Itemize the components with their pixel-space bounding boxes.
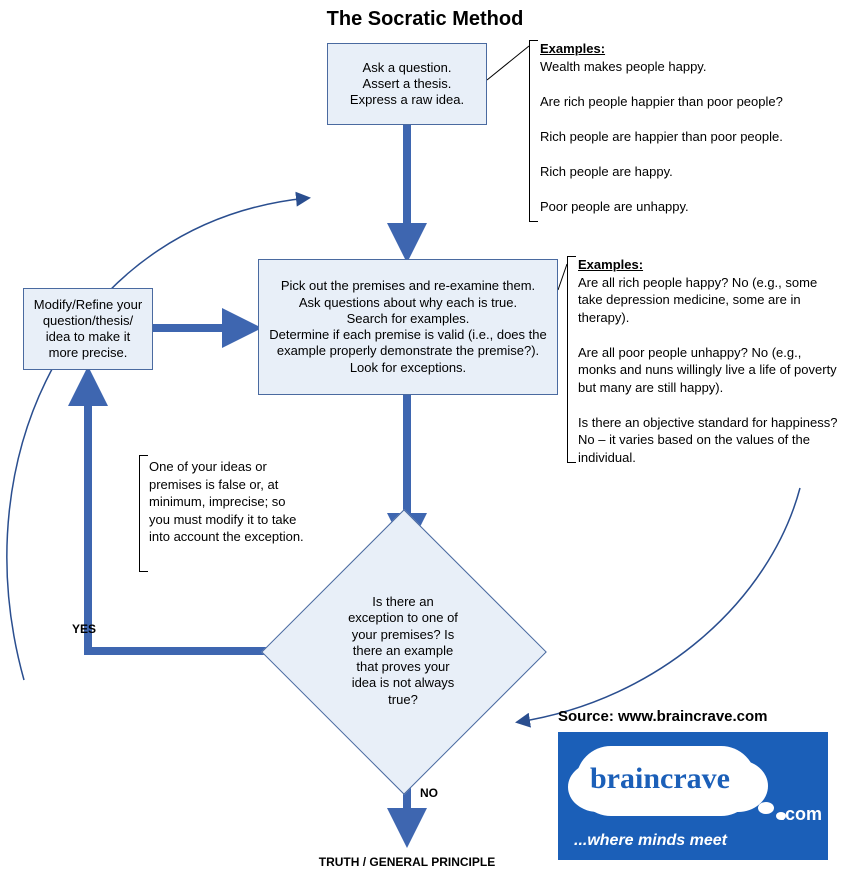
bracket-a1 (529, 40, 538, 222)
annotation-examples-1: Examples: Wealth makes people happy. Are… (540, 40, 830, 215)
node-examine-premises: Pick out the premises and re-examine the… (258, 259, 558, 395)
annotation-line: Is there an objective standard for happi… (578, 415, 837, 465)
node-decision-exception: Is there an exception to one of your pre… (303, 551, 503, 751)
annotation-line: One of your ideas or premises is false o… (149, 459, 304, 544)
annotation-heading: Examples: (578, 257, 643, 272)
truth-label: TRUTH / GENERAL PRINCIPLE (300, 855, 514, 869)
node-text: Pick out the premises and re-examine the… (265, 278, 551, 376)
annotation-line: Poor people are unhappy. (540, 199, 689, 214)
annotation-heading: Examples: (540, 41, 605, 56)
bracket-a2 (567, 256, 576, 463)
annotation-examples-2: Examples: Are all rich people happy? No … (578, 256, 840, 467)
logo-dotcom: .com (780, 804, 822, 825)
annotation-line: Are all poor people unhappy? No (e.g., m… (578, 345, 837, 395)
annotation-line: Rich people are happy. (540, 164, 673, 179)
braincrave-logo: braincrave .com ...where minds meet (558, 732, 828, 860)
node-modify-refine: Modify/Refine your question/thesis/ idea… (23, 288, 153, 370)
node-text: Modify/Refine your question/thesis/ idea… (30, 297, 146, 362)
annotation-line: Wealth makes people happy. (540, 59, 706, 74)
annotation-modify-note: One of your ideas or premises is false o… (149, 458, 309, 546)
node-ask-question: Ask a question.Assert a thesis.Express a… (327, 43, 487, 125)
bracket-a3 (139, 455, 148, 572)
logo-tagline: ...where minds meet (574, 832, 727, 850)
node-text: Ask a question.Assert a thesis.Express a… (350, 60, 464, 109)
edge-label-yes: YES (72, 622, 96, 636)
node-text: Is there an exception to one of your pre… (343, 594, 463, 708)
logo-brand-text: braincrave (590, 762, 730, 796)
annotation-line: Are rich people happier than poor people… (540, 94, 783, 109)
source-label: Source: www.braincrave.com (558, 708, 768, 725)
annotation-line: Are all rich people happy? No (e.g., som… (578, 275, 817, 325)
annotation-line: Rich people are happier than poor people… (540, 129, 783, 144)
edge-label-no: NO (420, 786, 438, 800)
